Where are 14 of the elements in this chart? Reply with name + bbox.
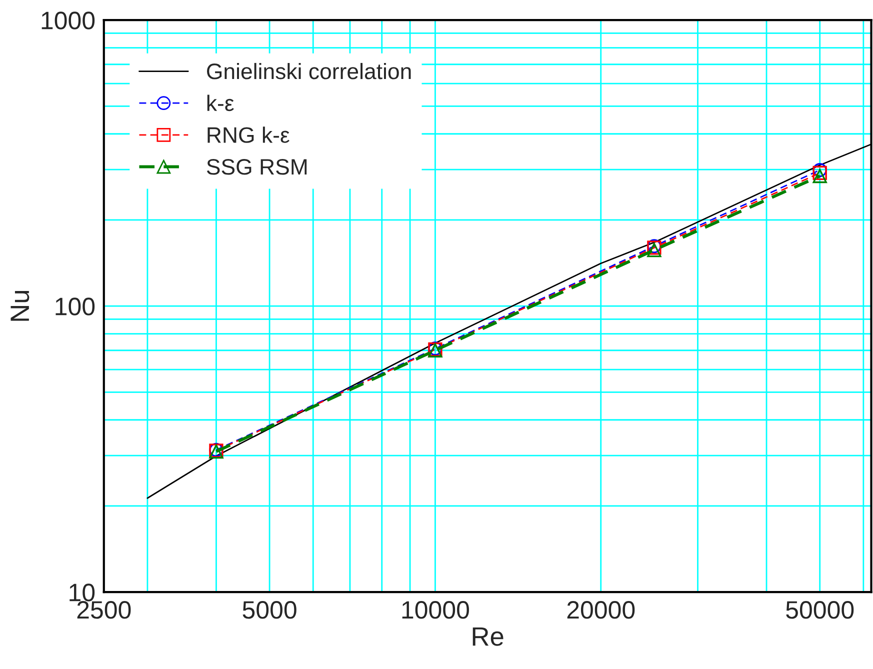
legend-label: k-ε [207,94,234,112]
x-tick-label: 10000 [402,601,469,619]
legend-label: Gnielinski correlation [207,62,411,80]
y-tick-label: 1000 [42,12,95,30]
x-tick-label: 2500 [77,601,131,619]
legend-label: SSG RSM [206,159,307,175]
legend-label: RNG k-ε [208,126,290,143]
y-axis-title: Nu [10,290,30,321]
y-tick-label: 10 [70,584,95,602]
y-tick-label: 100 [56,298,95,316]
x-axis-title: Re [472,627,504,646]
x-tick-label: 50000 [786,601,854,619]
x-tick-label: 20000 [567,601,635,619]
x-tick-label: 5000 [242,601,296,619]
